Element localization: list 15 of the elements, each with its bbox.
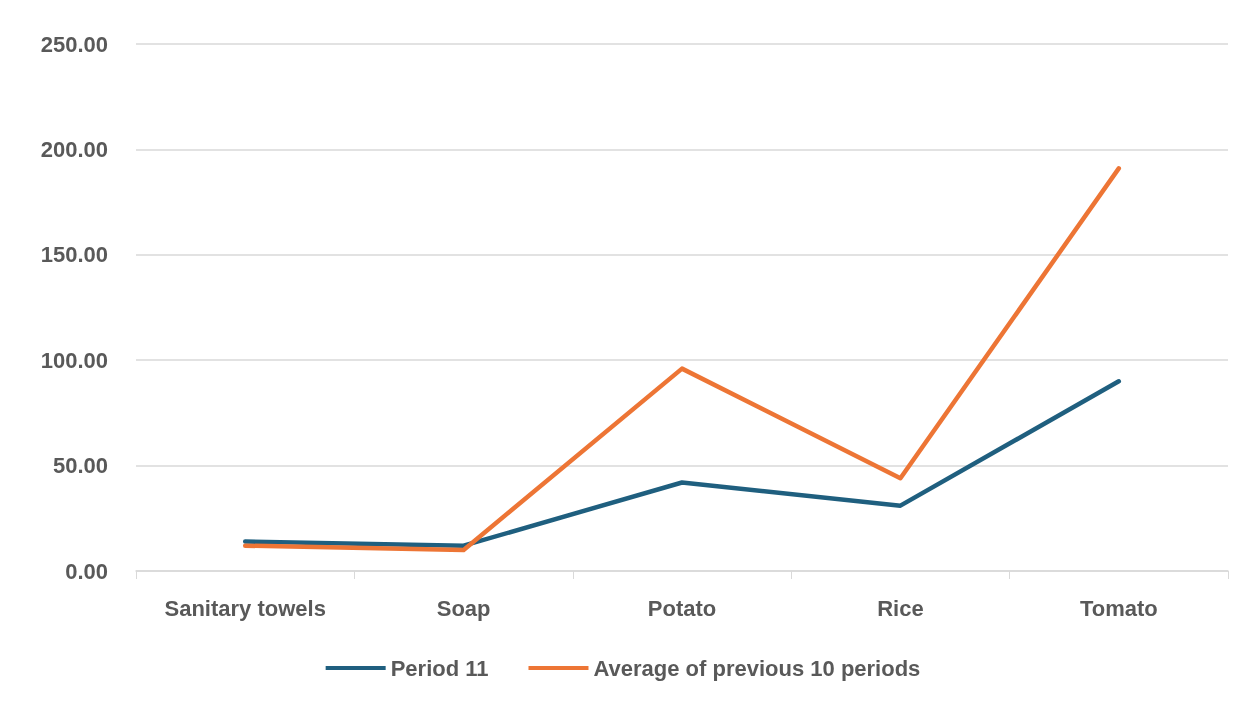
x-tick-label: Potato <box>647 595 717 621</box>
y-tick-label: 200.00 <box>40 136 108 162</box>
x-tick-label: Soap <box>436 595 491 621</box>
x-tick-label: Rice <box>877 595 924 621</box>
x-tick-label: Sanitary towels <box>164 595 326 621</box>
line-series <box>242 166 1122 553</box>
y-tick-label: 100.00 <box>40 347 108 373</box>
line-series <box>242 379 1122 548</box>
legend-label: Average of previous 10 periods <box>593 655 921 681</box>
y-tick-label: 150.00 <box>40 242 108 268</box>
legend-label: Period 11 <box>390 655 489 681</box>
y-tick-label: 0.00 <box>65 558 108 584</box>
x-tick-label: Tomato <box>1079 595 1158 621</box>
y-tick-label: 250.00 <box>40 31 108 57</box>
y-tick-label: 50.00 <box>52 453 108 479</box>
